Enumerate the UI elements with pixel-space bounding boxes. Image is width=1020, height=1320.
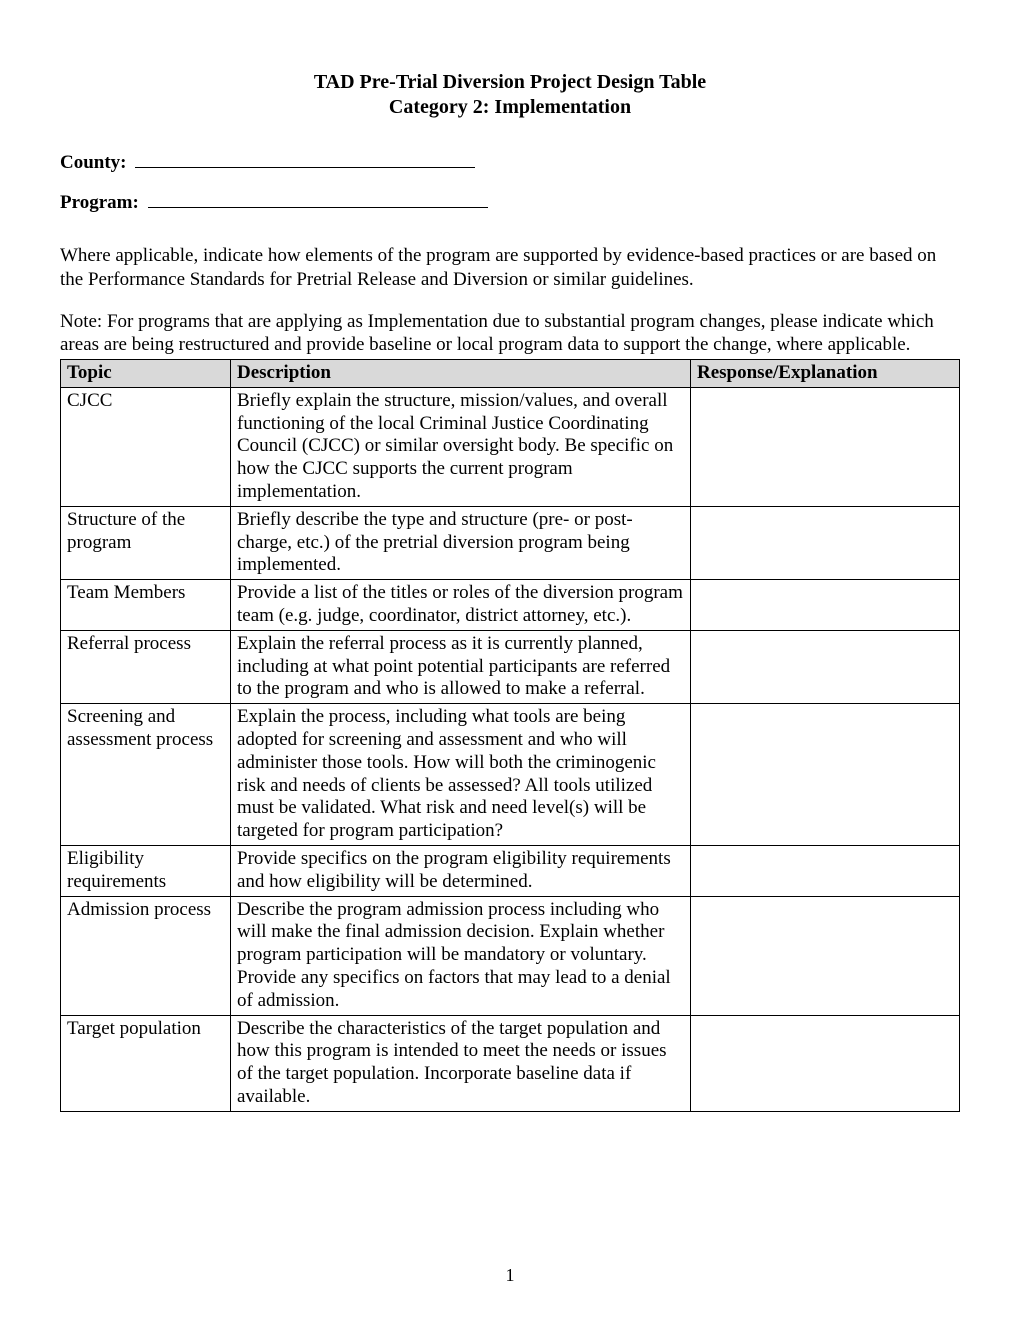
page-number: 1 xyxy=(0,1265,1020,1286)
program-label: Program: xyxy=(60,192,139,213)
title-line-1: TAD Pre-Trial Diversion Project Design T… xyxy=(60,70,960,95)
cell-topic: Screening and assessment process xyxy=(61,704,231,846)
program-blank[interactable] xyxy=(148,188,488,208)
table-header-row: Topic Description Response/Explanation xyxy=(61,360,960,388)
cell-response[interactable] xyxy=(691,387,960,506)
cell-response[interactable] xyxy=(691,506,960,579)
cell-response[interactable] xyxy=(691,580,960,631)
cell-response[interactable] xyxy=(691,1015,960,1111)
table-row: Screening and assessment process Explain… xyxy=(61,704,960,846)
cell-response[interactable] xyxy=(691,896,960,1015)
program-field: Program: xyxy=(60,188,960,214)
cell-topic: CJCC xyxy=(61,387,231,506)
cell-description: Describe the program admission process i… xyxy=(231,896,691,1015)
note-paragraph: Note: For programs that are applying as … xyxy=(60,310,960,358)
cell-response[interactable] xyxy=(691,630,960,703)
cell-response[interactable] xyxy=(691,704,960,846)
county-field: County: xyxy=(60,148,960,174)
cell-topic: Admission process xyxy=(61,896,231,1015)
table-row: Structure of the program Briefly describ… xyxy=(61,506,960,579)
cell-topic: Target population xyxy=(61,1015,231,1111)
page: TAD Pre-Trial Diversion Project Design T… xyxy=(0,0,1020,1320)
title-block: TAD Pre-Trial Diversion Project Design T… xyxy=(60,70,960,120)
cell-topic: Structure of the program xyxy=(61,506,231,579)
th-topic: Topic xyxy=(61,360,231,388)
cell-response[interactable] xyxy=(691,845,960,896)
table-row: Team Members Provide a list of the title… xyxy=(61,580,960,631)
cell-description: Explain the process, including what tool… xyxy=(231,704,691,846)
cell-description: Provide specifics on the program eligibi… xyxy=(231,845,691,896)
cell-topic: Team Members xyxy=(61,580,231,631)
table-row: Admission process Describe the program a… xyxy=(61,896,960,1015)
cell-topic: Referral process xyxy=(61,630,231,703)
cell-description: Briefly describe the type and structure … xyxy=(231,506,691,579)
cell-topic: Eligibility requirements xyxy=(61,845,231,896)
table-row: CJCC Briefly explain the structure, miss… xyxy=(61,387,960,506)
cell-description: Briefly explain the structure, mission/v… xyxy=(231,387,691,506)
table-row: Target population Describe the character… xyxy=(61,1015,960,1111)
intro-paragraph: Where applicable, indicate how elements … xyxy=(60,244,960,292)
county-blank[interactable] xyxy=(135,148,475,168)
cell-description: Provide a list of the titles or roles of… xyxy=(231,580,691,631)
design-table: Topic Description Response/Explanation C… xyxy=(60,359,960,1112)
th-description: Description xyxy=(231,360,691,388)
cell-description: Describe the characteristics of the targ… xyxy=(231,1015,691,1111)
table-row: Referral process Explain the referral pr… xyxy=(61,630,960,703)
table-row: Eligibility requirements Provide specifi… xyxy=(61,845,960,896)
title-line-2: Category 2: Implementation xyxy=(60,95,960,120)
cell-description: Explain the referral process as it is cu… xyxy=(231,630,691,703)
th-response: Response/Explanation xyxy=(691,360,960,388)
county-label: County: xyxy=(60,152,127,173)
